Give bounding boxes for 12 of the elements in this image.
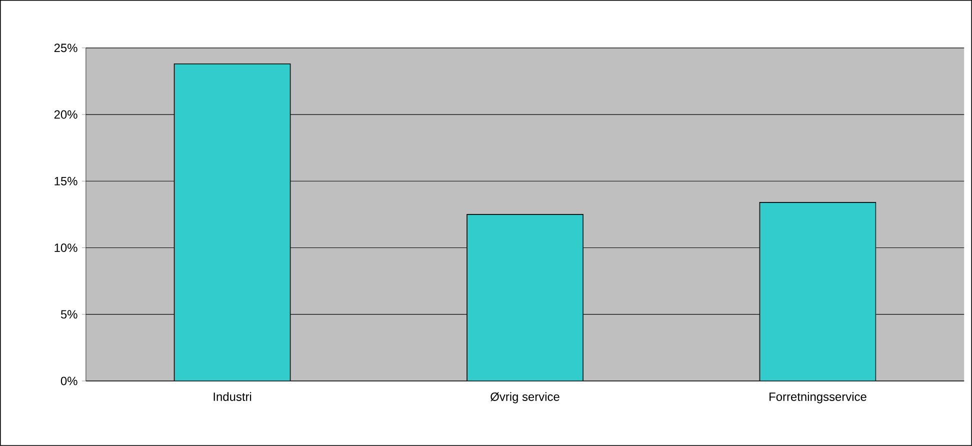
x-tick-label: Øvrig service [490,392,560,404]
y-tick-label: 5% [60,310,78,319]
bar [466,214,584,382]
y-tick-label: 15% [54,176,78,186]
bar [174,64,291,382]
bar [759,202,876,382]
x-tick-label: Forretningsservice [770,392,866,404]
y-tick-label: 20% [54,110,78,119]
x-tick-label: Industri [214,392,252,401]
y-tick-label: 25% [54,44,78,52]
y-tick-label: 10% [54,244,78,252]
y-tick-label: 0% [60,376,78,386]
